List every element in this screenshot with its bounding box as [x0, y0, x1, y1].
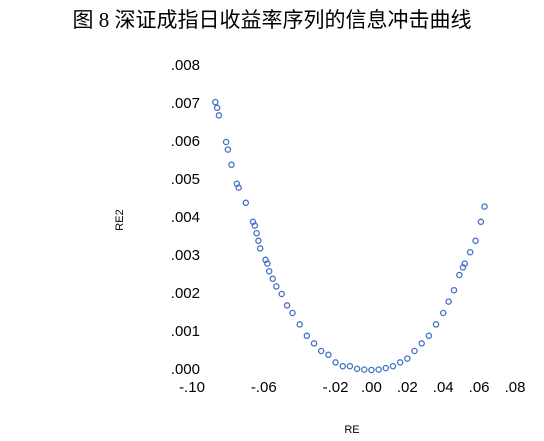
- point: [269, 275, 276, 283]
- point: [432, 321, 440, 328]
- point: [255, 237, 262, 245]
- x-tick-label: .08: [505, 379, 526, 396]
- x-tick-label: .04: [433, 379, 454, 396]
- y-tick-label: .004: [171, 209, 200, 226]
- point: [317, 347, 325, 355]
- point: [375, 366, 382, 373]
- point: [368, 366, 375, 374]
- y-tick-label: .005: [171, 171, 200, 188]
- point: [242, 199, 250, 207]
- point: [439, 309, 447, 317]
- y-tick-label: .001: [171, 323, 200, 340]
- point: [450, 286, 458, 294]
- point: [382, 364, 390, 372]
- point: [445, 298, 452, 305]
- point: [212, 98, 219, 106]
- x-tick-label: .02: [397, 379, 418, 396]
- point: [251, 222, 259, 229]
- x-tick-label: -.02: [323, 379, 349, 396]
- chart-title: 图 8 深证成指日收益率序列的信息冲击曲线: [73, 8, 472, 32]
- point: [228, 161, 235, 169]
- x-tick-label: -.06: [251, 379, 277, 396]
- point: [361, 366, 368, 373]
- point: [418, 340, 425, 347]
- y-tick-label: .002: [171, 285, 200, 302]
- point: [456, 271, 463, 279]
- point: [253, 229, 260, 237]
- point: [283, 302, 291, 309]
- point: [289, 309, 296, 317]
- x-tick-label: .00: [361, 379, 382, 396]
- y-tick-label: .007: [171, 95, 200, 112]
- point: [296, 321, 303, 328]
- point: [396, 359, 404, 366]
- point: [303, 332, 311, 340]
- point: [389, 362, 397, 370]
- point: [477, 218, 485, 226]
- y-tick-label: .008: [171, 57, 200, 74]
- point: [224, 146, 232, 153]
- point: [222, 138, 230, 146]
- point: [235, 184, 242, 191]
- point: [472, 237, 479, 245]
- point: [273, 283, 280, 290]
- y-axis-label: RE2: [114, 209, 126, 230]
- point: [346, 362, 354, 370]
- x-tick-label: -.10: [179, 379, 205, 396]
- y-tick-label: .003: [171, 247, 200, 264]
- point: [332, 359, 339, 366]
- point: [339, 362, 346, 370]
- point: [215, 112, 223, 119]
- point: [325, 351, 332, 359]
- point: [461, 260, 469, 267]
- point: [278, 290, 285, 298]
- point: [353, 365, 361, 373]
- point: [256, 245, 264, 252]
- point: [404, 355, 411, 362]
- y-tick-label: .000: [171, 361, 200, 378]
- point: [411, 347, 418, 355]
- x-tick-label: .06: [469, 379, 490, 396]
- point: [466, 248, 474, 256]
- point: [310, 340, 318, 347]
- point: [264, 260, 271, 267]
- point: [265, 267, 273, 275]
- point: [425, 332, 433, 340]
- point: [481, 203, 488, 210]
- point: [213, 104, 221, 112]
- x-axis-label: RE: [344, 424, 359, 436]
- y-tick-label: .006: [171, 133, 200, 150]
